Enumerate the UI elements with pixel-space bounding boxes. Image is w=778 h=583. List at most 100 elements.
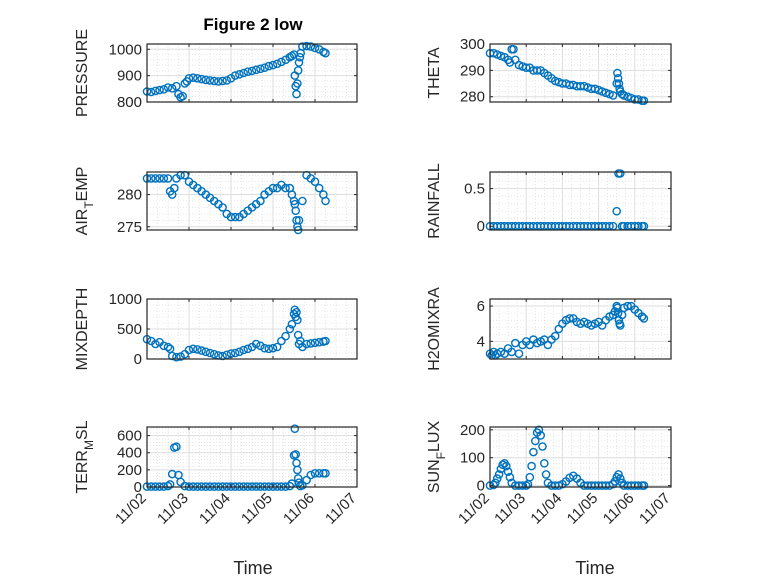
data-point bbox=[243, 344, 253, 354]
data-point bbox=[184, 345, 194, 355]
y-axis-label: H2OMIXRA bbox=[426, 287, 443, 371]
y-axis-label: PRESSURE bbox=[74, 29, 91, 117]
data-point bbox=[550, 331, 560, 341]
x-tick-label: 11/02 bbox=[112, 490, 150, 528]
data-point bbox=[291, 206, 301, 215]
data-point bbox=[151, 174, 160, 183]
data-point bbox=[163, 481, 173, 491]
data-point bbox=[218, 76, 227, 86]
y-tick-label: 280 bbox=[460, 89, 485, 106]
data-point bbox=[538, 442, 547, 451]
data-point bbox=[201, 75, 211, 85]
data-point bbox=[616, 321, 625, 330]
data-point bbox=[514, 349, 524, 359]
axes-box bbox=[489, 426, 672, 488]
data-point bbox=[310, 177, 320, 186]
data-point bbox=[293, 465, 302, 475]
data-point bbox=[509, 45, 518, 54]
data-point bbox=[310, 338, 320, 348]
data-point bbox=[281, 331, 290, 341]
data-point bbox=[287, 319, 297, 329]
data-point bbox=[281, 55, 290, 65]
data-point bbox=[264, 61, 274, 71]
data-point bbox=[293, 66, 303, 75]
data-point bbox=[616, 169, 625, 178]
y-axis-label: THETA bbox=[426, 47, 443, 99]
data-point bbox=[321, 336, 330, 346]
data-point bbox=[612, 206, 622, 216]
data-point bbox=[302, 475, 311, 485]
data-point bbox=[268, 343, 278, 353]
data-point bbox=[180, 481, 190, 491]
data-point bbox=[151, 339, 160, 349]
y-axis-label: TERRMSL bbox=[74, 420, 96, 493]
data-point bbox=[222, 350, 232, 360]
data-point bbox=[230, 348, 240, 358]
data-point bbox=[494, 470, 504, 479]
data-point bbox=[314, 337, 324, 347]
data-point bbox=[298, 196, 307, 206]
panel-theta: 280 290 300 THETA bbox=[426, 36, 672, 106]
data-point bbox=[176, 352, 185, 361]
panel-mixdepth: 0 500 1000 MIXDEPTH bbox=[74, 288, 358, 370]
y-tick-label: 200 bbox=[117, 462, 142, 479]
data-point bbox=[239, 68, 248, 78]
data-point bbox=[218, 351, 227, 361]
data-point bbox=[491, 478, 500, 488]
data-point bbox=[235, 70, 244, 79]
data-point bbox=[293, 79, 302, 88]
data-point bbox=[531, 436, 540, 446]
data-point bbox=[272, 342, 282, 352]
y-tick-label: 400 bbox=[117, 445, 142, 462]
data-point bbox=[163, 342, 173, 352]
data-point bbox=[532, 66, 542, 75]
data-point bbox=[268, 183, 278, 193]
x-tick-label: 11/05 bbox=[238, 490, 276, 528]
data-point bbox=[302, 41, 311, 51]
data-point bbox=[521, 481, 531, 490]
data-point bbox=[205, 348, 215, 358]
panel-pressure: 800 900 1000 PRESSURE bbox=[74, 29, 358, 117]
y-axis-label: AIRTEMP bbox=[74, 167, 96, 236]
data-point bbox=[155, 85, 164, 95]
data-point bbox=[298, 42, 307, 51]
data-point bbox=[613, 74, 623, 83]
axes-box bbox=[146, 43, 358, 103]
data-point bbox=[167, 469, 177, 479]
y-tick-label: 6 bbox=[477, 298, 485, 315]
data-point bbox=[616, 474, 625, 483]
data-point bbox=[521, 63, 531, 72]
data-point bbox=[613, 68, 622, 78]
data-point bbox=[214, 77, 223, 86]
data-point bbox=[235, 347, 244, 357]
panel-air-temp: 275 280 AIRTEMP bbox=[74, 167, 358, 236]
data-point bbox=[321, 468, 330, 478]
data-point bbox=[302, 339, 311, 349]
x-tick-label: 11/06 bbox=[600, 490, 638, 528]
data-point bbox=[222, 76, 232, 85]
data-point bbox=[292, 89, 301, 99]
data-point bbox=[613, 303, 622, 313]
panel-rainfall: 0 0.5 RAINFALL bbox=[426, 163, 672, 239]
data-point bbox=[197, 74, 206, 84]
y-tick-label: 1000 bbox=[109, 291, 142, 308]
y-tick-label: 600 bbox=[117, 428, 142, 445]
data-point bbox=[226, 212, 236, 222]
data-point bbox=[525, 472, 535, 482]
data-point bbox=[639, 96, 649, 105]
data-point bbox=[310, 468, 320, 478]
data-point bbox=[314, 45, 324, 54]
x-tick-label: 11/02 bbox=[455, 490, 493, 528]
data-point bbox=[251, 65, 261, 75]
x-tick-label: 11/07 bbox=[636, 490, 674, 528]
x-tick-label: 11/07 bbox=[322, 490, 360, 528]
data-point bbox=[541, 470, 551, 479]
data-point bbox=[306, 42, 316, 51]
data-point bbox=[619, 91, 629, 100]
data-point bbox=[285, 481, 295, 491]
y-tick-label: 4 bbox=[477, 333, 485, 350]
data-point bbox=[209, 76, 219, 86]
data-point bbox=[256, 341, 265, 351]
data-point bbox=[608, 91, 618, 100]
